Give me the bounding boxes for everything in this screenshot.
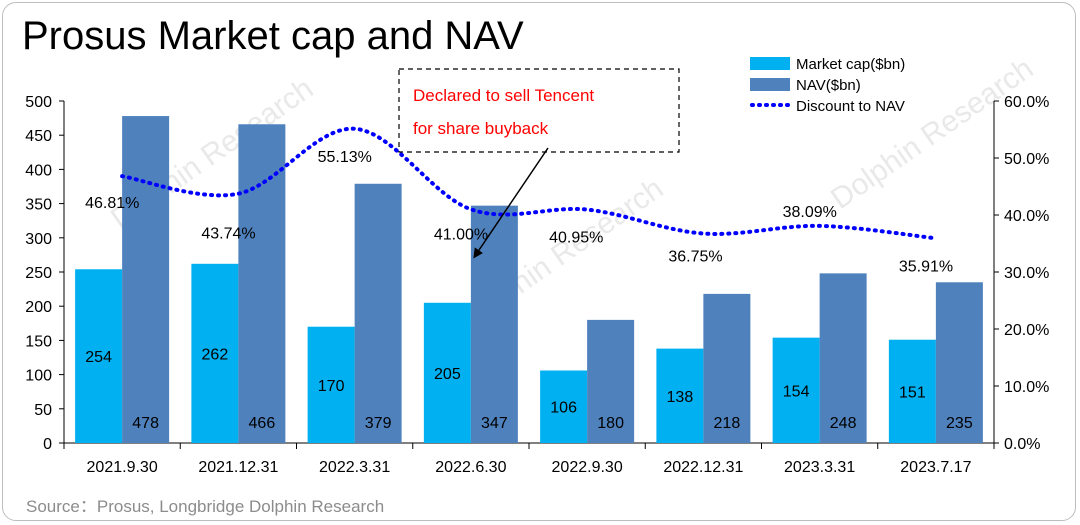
annotation: Declared to sell Tencent for share buybac… bbox=[398, 68, 680, 259]
market-cap-bar bbox=[888, 339, 936, 443]
market-cap-label: 254 bbox=[85, 349, 112, 366]
right-tick-label: 20.0% bbox=[1004, 322, 1049, 339]
left-tick-label: 450 bbox=[25, 128, 52, 145]
annotation-text: for share buyback bbox=[413, 119, 549, 138]
left-tick-label: 300 bbox=[25, 231, 52, 248]
nav-bar bbox=[819, 273, 867, 443]
x-tick-label: 2023.7.17 bbox=[900, 459, 971, 476]
market-cap-bar bbox=[540, 370, 588, 443]
legend-nav-swatch bbox=[750, 78, 790, 91]
market-cap-bar bbox=[307, 326, 355, 443]
discount-line bbox=[120, 126, 938, 241]
discount-label: 38.09% bbox=[783, 204, 837, 221]
x-tick-label: 2022.12.31 bbox=[663, 459, 743, 476]
right-tick-label: 60.0% bbox=[1004, 94, 1049, 111]
market-cap-label: 106 bbox=[550, 400, 577, 417]
left-tick-label: 200 bbox=[25, 299, 52, 316]
market-cap-bar bbox=[656, 348, 704, 443]
right-tick-label: 40.0% bbox=[1004, 208, 1049, 225]
discount-label: 35.91% bbox=[899, 258, 953, 275]
market-cap-bar bbox=[423, 302, 471, 443]
nav-label: 478 bbox=[132, 415, 159, 432]
legend: Market cap($bn) NAV($bn) Discount to NAV bbox=[750, 56, 905, 115]
discount-label: 43.74% bbox=[201, 226, 255, 243]
right-tick-label: 50.0% bbox=[1004, 151, 1049, 168]
x-tick-label: 2022.6.30 bbox=[435, 459, 506, 476]
nav-label: 347 bbox=[481, 415, 508, 432]
right-tick-label: 10.0% bbox=[1004, 379, 1049, 396]
bars-layer bbox=[75, 116, 983, 444]
nav-bar bbox=[587, 319, 635, 443]
data-labels-layer: 254 478 262 466 170 379 205 347 106 180 138 218 154 2… bbox=[85, 149, 973, 432]
left-tick-label: 100 bbox=[25, 368, 52, 385]
market-cap-bar bbox=[772, 337, 820, 443]
discount-label: 41.00% bbox=[434, 226, 488, 243]
nav-label: 379 bbox=[365, 415, 392, 432]
x-tick-label: 2021.12.31 bbox=[198, 459, 278, 476]
market-cap-bar bbox=[75, 269, 123, 443]
nav-label: 466 bbox=[249, 415, 276, 432]
nav-label: 218 bbox=[714, 415, 741, 432]
legend-market-cap-swatch bbox=[750, 57, 790, 70]
discount-label: 40.95% bbox=[549, 230, 603, 247]
left-tick-label: 350 bbox=[25, 197, 52, 214]
nav-bar bbox=[354, 183, 402, 443]
market-cap-label: 154 bbox=[783, 383, 810, 400]
annotation-text: Declared to sell Tencent bbox=[413, 86, 594, 105]
nav-label: 180 bbox=[597, 415, 624, 432]
left-tick-label: 150 bbox=[25, 333, 52, 350]
market-cap-label: 138 bbox=[667, 389, 694, 406]
left-tick-label: 400 bbox=[25, 162, 52, 179]
nav-bar bbox=[470, 205, 518, 443]
discount-label: 46.81% bbox=[85, 195, 139, 212]
annotation-box bbox=[398, 68, 680, 153]
nav-label: 248 bbox=[830, 415, 857, 432]
market-cap-label: 170 bbox=[318, 378, 345, 395]
axes-layer: 0 50 100 150 200 250 300 350 400 450 500 0.0% 10.0% 2… bbox=[25, 94, 1049, 476]
left-tick-label: 0 bbox=[43, 436, 52, 453]
right-tick-label: 0.0% bbox=[1004, 436, 1040, 453]
nav-bar bbox=[122, 116, 170, 443]
left-tick-label: 250 bbox=[25, 265, 52, 282]
nav-bar bbox=[703, 293, 751, 443]
market-cap-label: 205 bbox=[434, 366, 461, 383]
x-tick-label: 2022.3.31 bbox=[319, 459, 390, 476]
x-tick-label: 2022.9.30 bbox=[552, 459, 623, 476]
chart-title: Prosus Market cap and NAV bbox=[22, 14, 524, 58]
nav-bar bbox=[935, 282, 983, 443]
discount-label: 55.13% bbox=[318, 149, 372, 166]
market-cap-label: 151 bbox=[899, 384, 926, 401]
left-tick-label: 50 bbox=[34, 402, 52, 419]
x-tick-label: 2021.9.30 bbox=[87, 459, 158, 476]
annotation-arrow bbox=[473, 147, 549, 259]
discount-label: 36.75% bbox=[668, 249, 722, 266]
market-cap-label: 262 bbox=[202, 346, 229, 363]
legend-market-cap-label: Market cap($bn) bbox=[796, 56, 905, 73]
source-note: Source：Prosus, Longbridge Dolphin Resear… bbox=[26, 497, 385, 516]
legend-discount-label: Discount to NAV bbox=[796, 98, 905, 115]
left-tick-label: 500 bbox=[25, 94, 52, 111]
market-cap-bar bbox=[191, 263, 239, 443]
discount-line-layer bbox=[120, 126, 938, 241]
x-tick-label: 2023.3.31 bbox=[784, 459, 855, 476]
right-tick-label: 30.0% bbox=[1004, 265, 1049, 282]
nav-bar bbox=[238, 124, 286, 444]
legend-nav-label: NAV($bn) bbox=[796, 77, 861, 94]
nav-label: 235 bbox=[946, 415, 973, 432]
